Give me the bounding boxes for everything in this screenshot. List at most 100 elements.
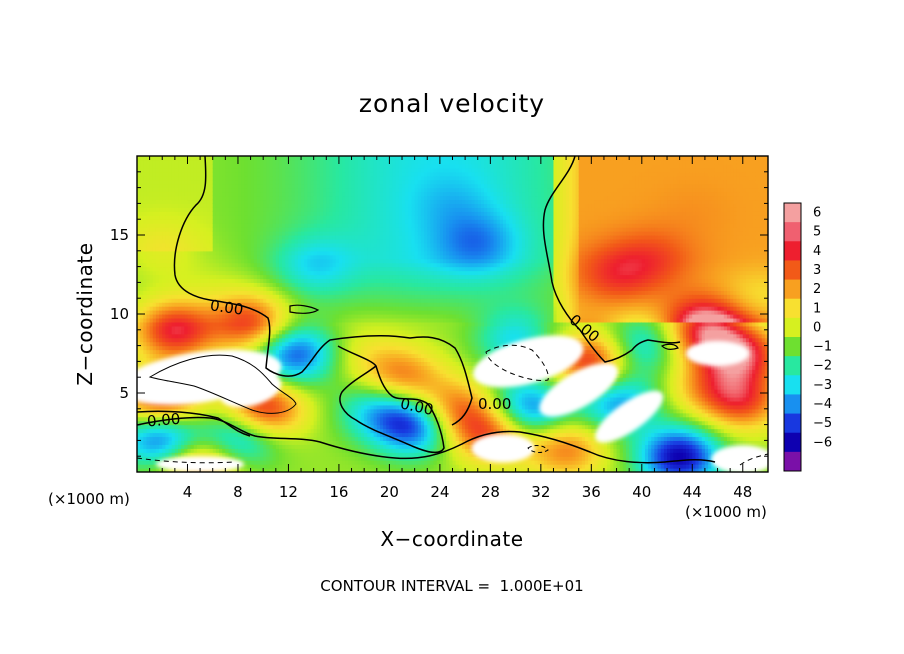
heatmap-cell (168, 424, 173, 430)
heatmap-cell (171, 444, 176, 449)
heatmap-cell (178, 329, 182, 335)
heatmap-cell (159, 420, 163, 426)
heatmap-cell (174, 290, 179, 295)
heatmap-cell (165, 183, 170, 189)
heatmap-cell (149, 195, 154, 201)
heatmap-cell (155, 227, 160, 232)
heatmap-cell (168, 211, 173, 216)
heatmap-cell (165, 219, 170, 224)
heatmap-cell (137, 432, 141, 438)
heatmap-cell (165, 207, 170, 212)
heatmap-cell (152, 219, 157, 224)
heatmap-cell (137, 333, 141, 339)
heatmap-cell (181, 321, 185, 327)
heatmap-cell (178, 219, 182, 224)
heatmap-cell (149, 278, 154, 283)
heatmap-cell (159, 412, 163, 418)
heatmap-cell (137, 282, 141, 287)
heatmap-cell (162, 231, 166, 236)
heatmap-cell (152, 171, 157, 177)
heatmap-cell (165, 231, 170, 236)
heatmap-cell (181, 191, 185, 197)
heatmap-cell (137, 298, 141, 303)
heatmap-cell (162, 211, 166, 216)
heatmap-cell (181, 408, 185, 414)
heatmap-cell (174, 329, 179, 335)
heatmap-cell (162, 317, 166, 323)
heatmap-cell (152, 286, 157, 291)
heatmap-cell (171, 290, 176, 295)
heatmap-cell (171, 167, 176, 173)
heatmap-cell (143, 404, 148, 410)
heatmap-cell (149, 349, 154, 355)
heatmap-cell (174, 306, 179, 311)
heatmap-cell (184, 199, 189, 204)
heatmap-cell (168, 179, 173, 185)
heatmap-cell (143, 290, 148, 295)
heatmap-cell (159, 341, 163, 347)
heatmap-cell (178, 183, 182, 189)
heatmap-cell (162, 215, 166, 220)
heatmap-cell (184, 420, 189, 426)
heatmap-cell (152, 345, 157, 351)
heatmap-cell (155, 242, 160, 248)
heatmap-cell (165, 298, 170, 303)
heatmap-cell (149, 325, 154, 331)
heatmap-cell (168, 444, 173, 449)
heatmap-cell (159, 345, 163, 351)
heatmap-cell (165, 270, 170, 276)
heatmap-cell (168, 468, 173, 472)
heatmap-cell (143, 207, 148, 212)
heatmap-cell (165, 286, 170, 291)
heatmap-cell (140, 167, 144, 173)
heatmap-cell (137, 302, 141, 307)
heatmap-cell (171, 179, 176, 185)
heatmap-cell (137, 231, 141, 236)
heatmap-cell (137, 361, 141, 366)
heatmap-cell (146, 191, 151, 197)
heatmap-cell (162, 314, 166, 319)
heatmap-cell (159, 179, 163, 185)
heatmap-cell (162, 333, 166, 339)
heatmap-cell (165, 258, 170, 264)
heatmap-cell (171, 187, 176, 193)
heatmap-cell (184, 444, 189, 449)
heatmap-cell (146, 195, 151, 201)
heatmap-cell (165, 317, 170, 323)
heatmap-field (137, 156, 768, 472)
heatmap-cell (159, 227, 163, 232)
heatmap-cell (155, 266, 160, 272)
heatmap-cell (181, 349, 185, 355)
heatmap-cell (174, 254, 179, 260)
heatmap-cell (137, 223, 141, 228)
heatmap-cell (165, 314, 170, 319)
heatmap-cell (174, 274, 179, 280)
heatmap-cell (159, 235, 163, 240)
heatmap-cell (155, 448, 160, 453)
heatmap-cell (137, 262, 141, 268)
heatmap-cell (181, 235, 185, 240)
heatmap-cell (143, 183, 148, 189)
heatmap-cell (168, 333, 173, 339)
heatmap-cell (165, 456, 170, 461)
heatmap-cell (178, 254, 182, 260)
heatmap-cell (165, 235, 170, 240)
heatmap-cell (184, 314, 189, 319)
heatmap-cell (165, 452, 170, 457)
heatmap-cell (184, 412, 189, 418)
heatmap-cell (165, 448, 170, 453)
heatmap-cell (184, 282, 189, 287)
heatmap-cell (168, 219, 173, 224)
heatmap-cell (171, 207, 176, 212)
heatmap-cell (162, 286, 166, 291)
heatmap-cell (143, 203, 148, 208)
heatmap-cell (155, 231, 160, 236)
heatmap-cell (171, 274, 176, 280)
heatmap-cell (146, 203, 151, 208)
heatmap-cell (146, 353, 151, 359)
heatmap-cell (152, 199, 157, 204)
heatmap-cell (178, 302, 182, 307)
heatmap-cell (152, 460, 157, 465)
heatmap-cell (168, 175, 173, 181)
heatmap-cell (181, 290, 185, 295)
